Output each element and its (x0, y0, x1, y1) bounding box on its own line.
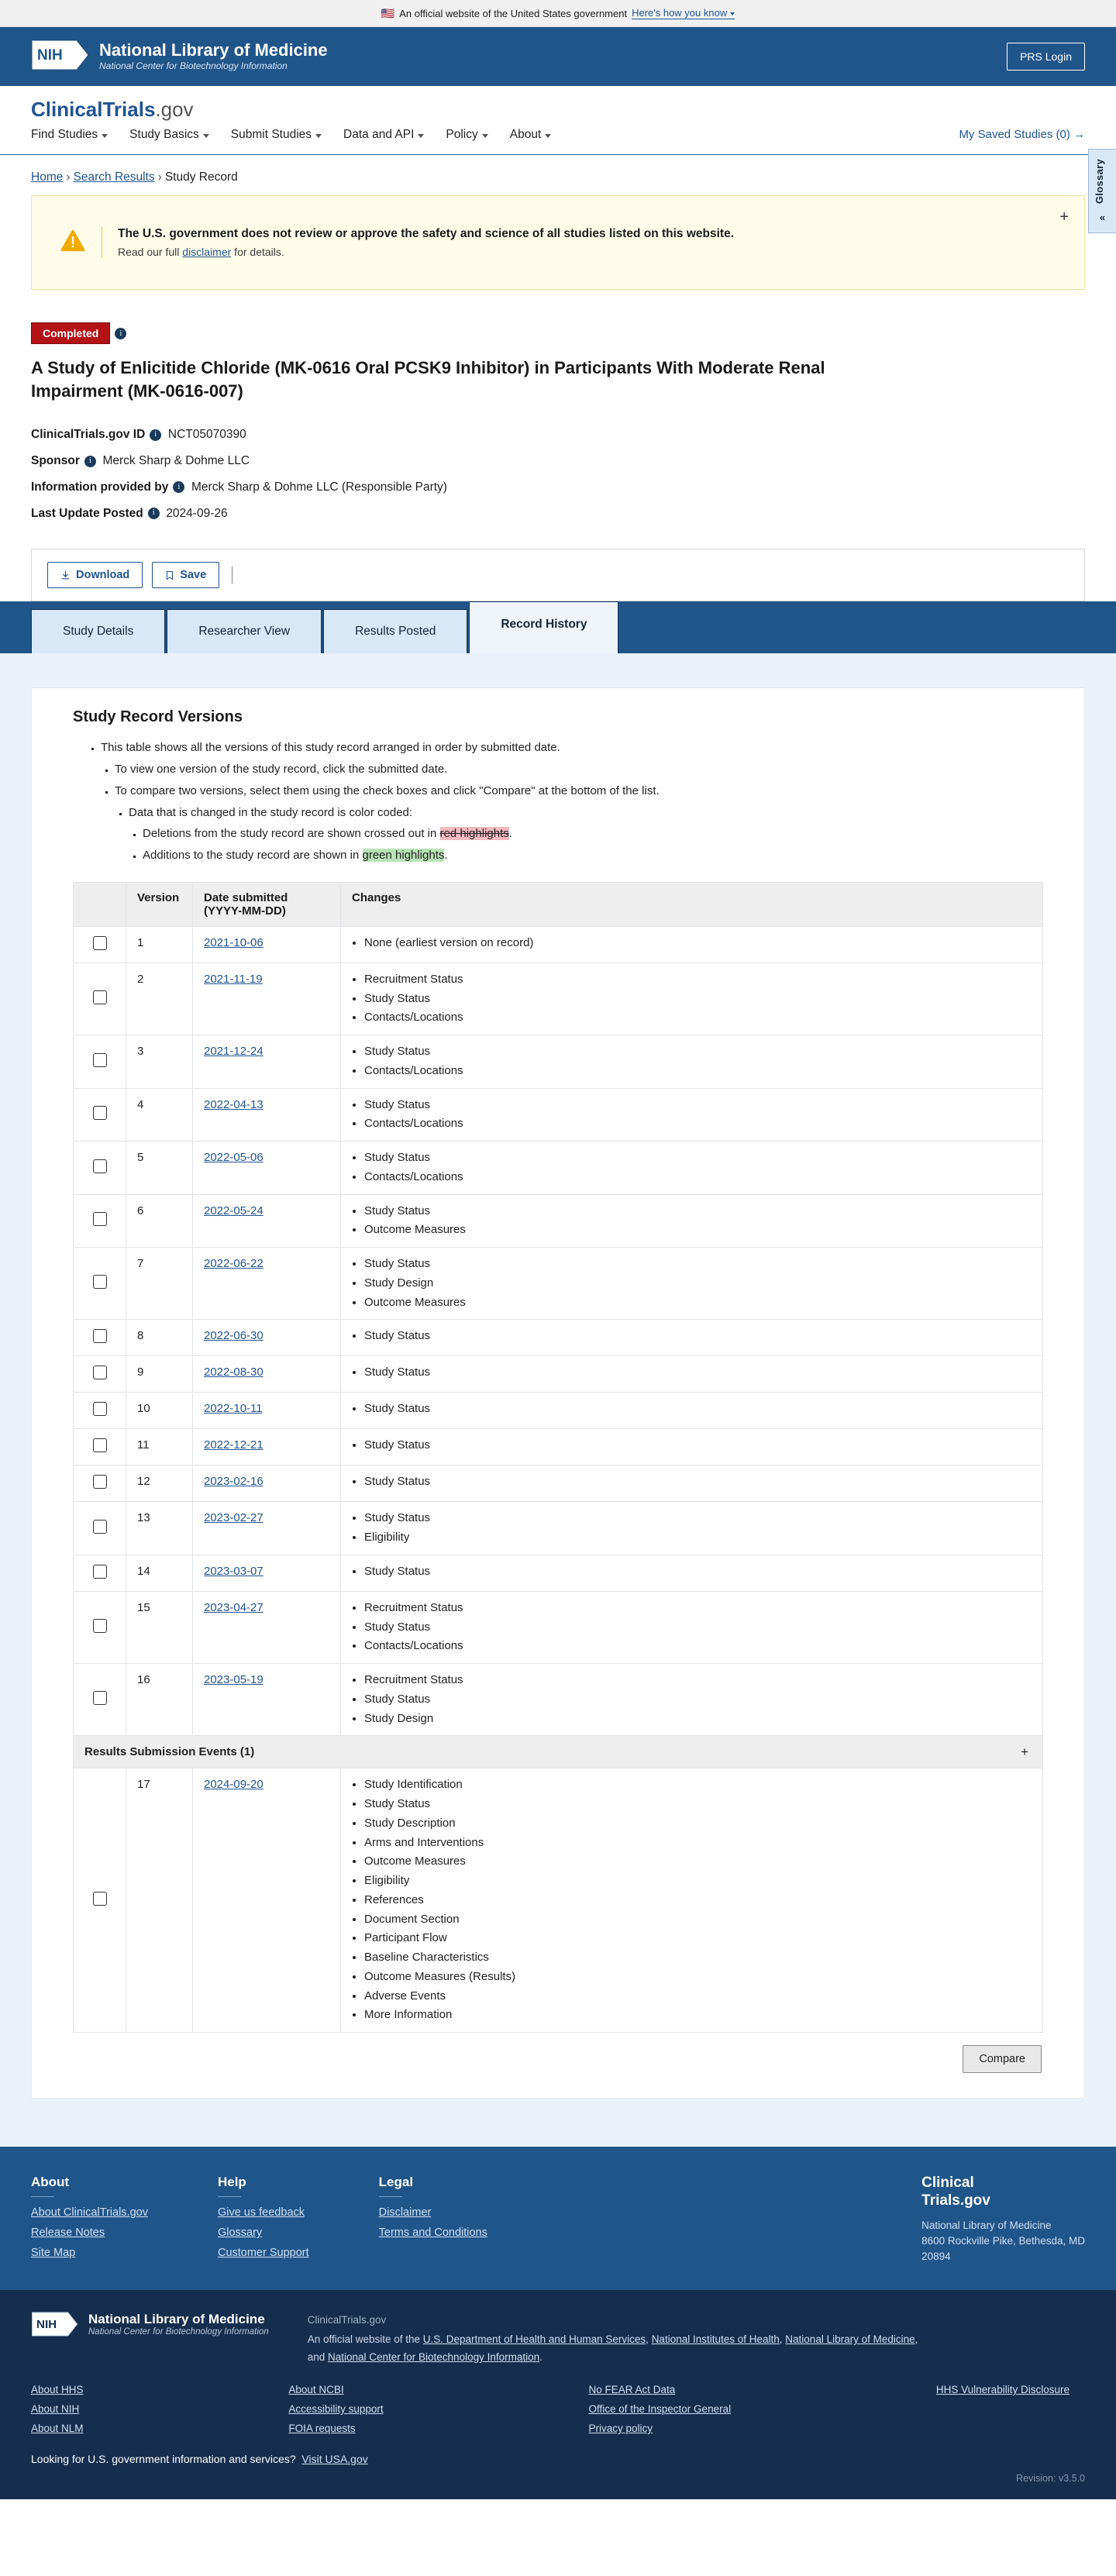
svg-text:NIH: NIH (36, 2318, 57, 2331)
svg-text:NIH: NIH (37, 47, 63, 64)
